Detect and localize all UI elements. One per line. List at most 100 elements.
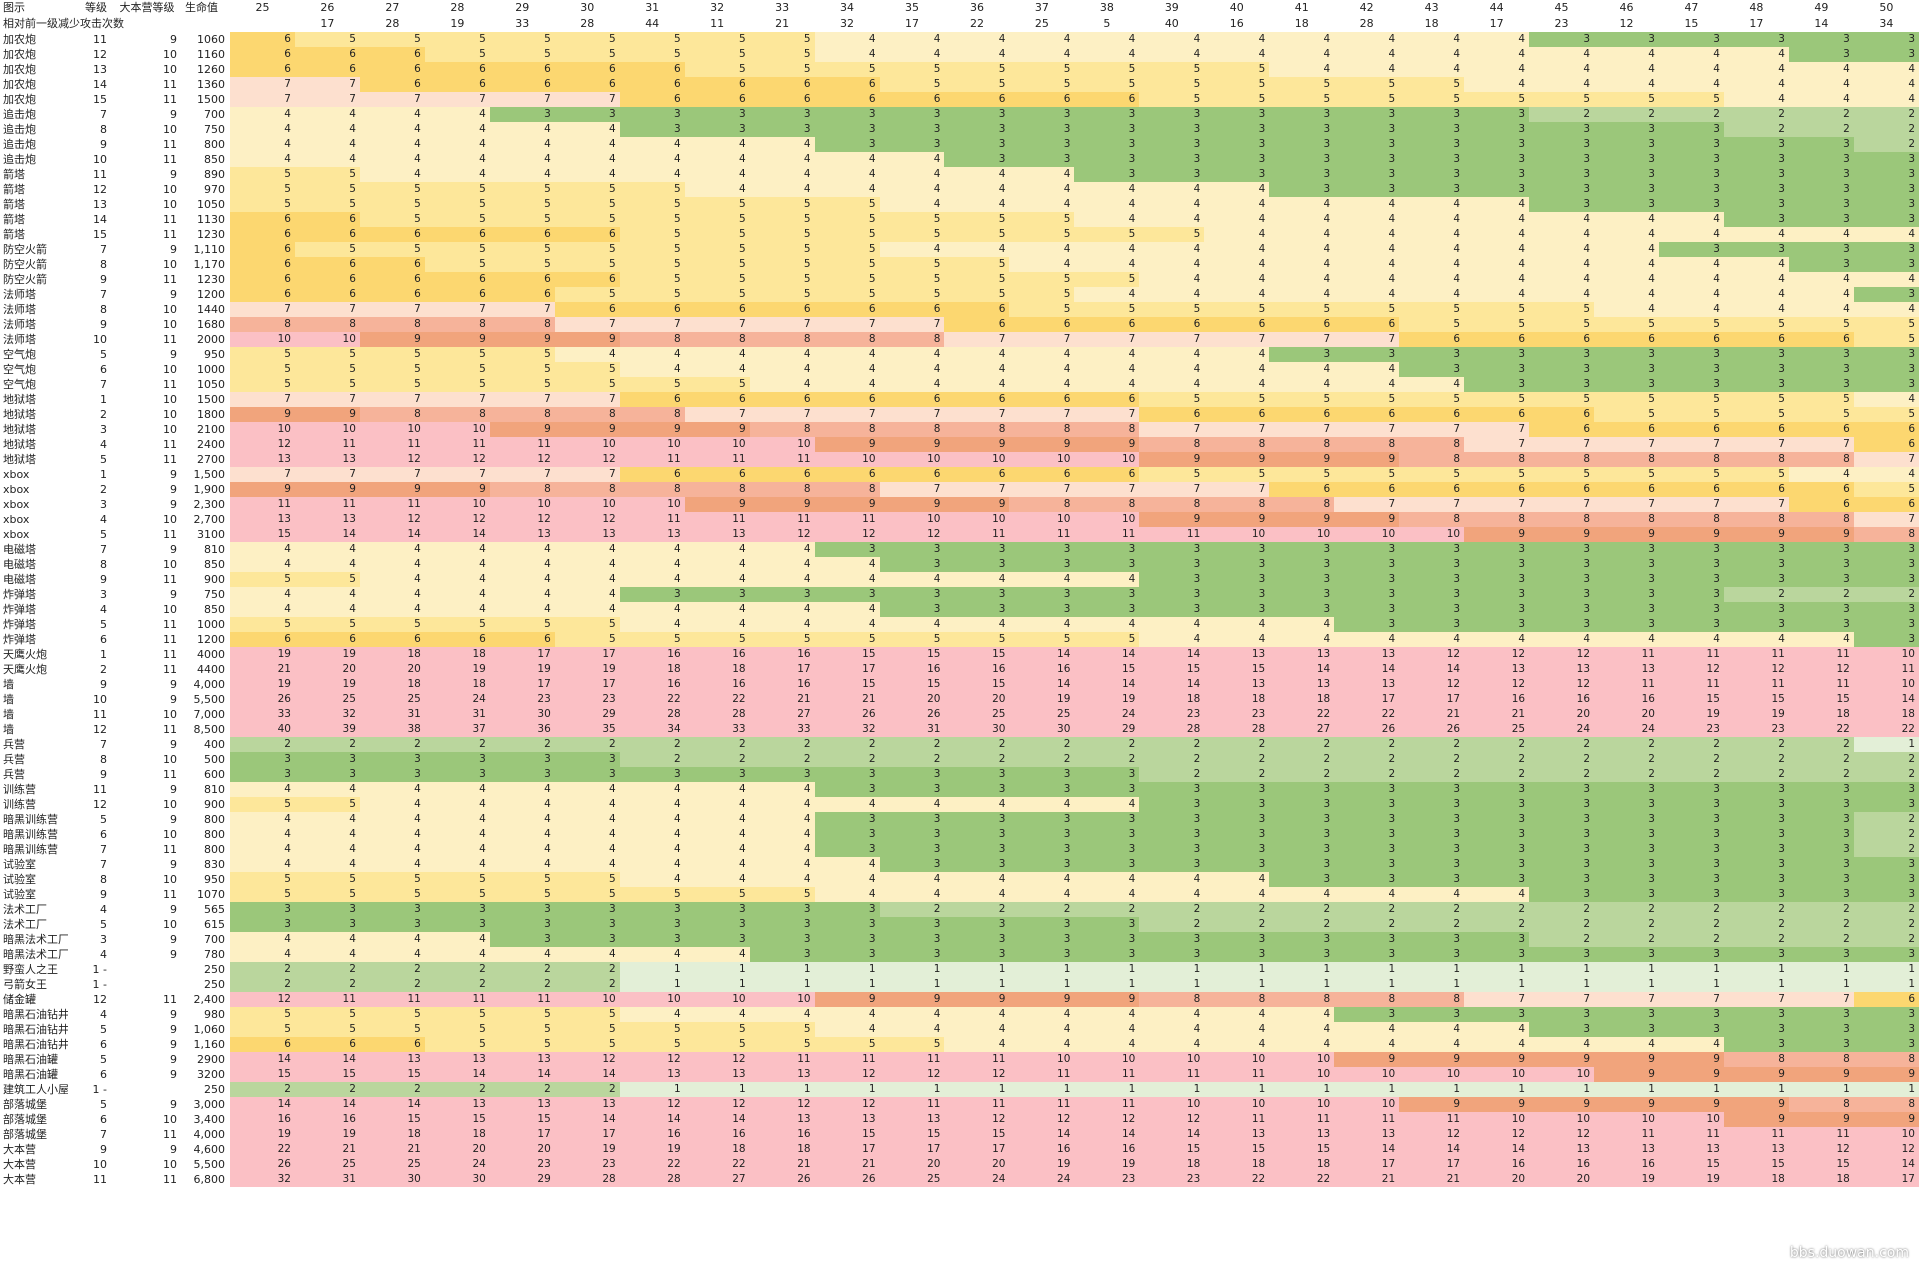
value-cell: 4 (619, 842, 685, 857)
value-cell: 2 (1074, 752, 1140, 767)
value-cell: 9 (230, 482, 295, 497)
value-cell: 4 (1074, 242, 1140, 257)
watermark-text: bbs.duowan.com (1789, 1245, 1909, 1261)
value-cell: 7 (294, 302, 360, 317)
value-cell: 8 (1464, 452, 1530, 467)
value-cell: 6 (1529, 482, 1595, 497)
value-cell: 3 (1334, 797, 1400, 812)
value-cell: 3 (814, 947, 880, 962)
value-cell: 16 (1074, 1142, 1140, 1157)
value-cell: 10 (944, 512, 1010, 527)
value-cell: 12 (1723, 662, 1789, 677)
value-cell: 20 (1529, 707, 1595, 722)
value-cell: 12 (814, 527, 880, 542)
value-cell: 7 (879, 482, 945, 497)
value-cell: 4 (1269, 227, 1335, 242)
column-header: 44 (1489, 1, 1504, 14)
value-cell: 4 (1788, 302, 1854, 317)
value-cell: 14 (1399, 662, 1465, 677)
value-cell: 26 (814, 707, 880, 722)
value-cell: 7 (1334, 332, 1400, 347)
value-cell: 2 (1658, 932, 1724, 947)
value-cell: 4 (879, 47, 945, 62)
value-cell: 12 (749, 1097, 815, 1112)
value-cell: 30 (359, 1172, 425, 1187)
value-cell: 3 (1529, 857, 1595, 872)
value-cell: 23 (554, 1157, 620, 1172)
table-row: 法术工厂 4 9 565 3 3 3 3 3 3 3 3 3 3 2 2 2 2 2 2 2 2 2 2 2 2 2 2 2 2 (0, 902, 1919, 917)
value-cell: 2 (1723, 767, 1789, 782)
value-cell: 7 (1269, 422, 1335, 437)
value-cell: 15 (1074, 662, 1140, 677)
value-cell: 20 (489, 1142, 555, 1157)
value-cell: 3 (359, 902, 425, 917)
value-cell: 5 (489, 197, 555, 212)
value-cell: 6 (424, 272, 490, 287)
value-cell: 2 (814, 752, 880, 767)
value-cell: 3 (1269, 572, 1335, 587)
table-row: 部落城堡 6 10 3,400 16 16 15 15 15 14 14 14 13 13 13 12 12 12… (0, 1112, 1919, 1127)
value-cell: 14 (294, 527, 360, 542)
column-subheader: 22 (969, 17, 984, 30)
value-cell: 6 (554, 77, 620, 92)
building-name: 加农炮 (3, 48, 36, 61)
value-cell: 3 (1464, 182, 1530, 197)
table-row: 炸弹塔 3 9 750 4 4 4 4 4 4 3 3 3 3 3 3 3 3 3 3 3 3 3 3 3 3 3 2 2 2 (0, 587, 1919, 602)
value-cell: 5 (879, 257, 945, 272)
value-cell: 3 (1594, 812, 1659, 827)
value-cell: 4 (554, 812, 620, 827)
value-cell: 3 (1594, 122, 1659, 137)
value-cell: 4 (1074, 617, 1140, 632)
value-cell: 3 (1788, 257, 1854, 272)
value-cell: 15 (1723, 692, 1789, 707)
building-name: 法术工厂 (3, 903, 47, 916)
value-cell: 13 (619, 1067, 685, 1082)
value-cell: 2 (1334, 902, 1400, 917)
value-cell: 6 (944, 302, 1010, 317)
header-th-level: 大本营等级 (119, 1, 175, 14)
value-cell: 4 (1529, 47, 1595, 62)
level-cell: 11 (93, 33, 107, 46)
value-cell: 4 (749, 347, 815, 362)
value-cell: 13 (1334, 1127, 1400, 1142)
value-cell: 9 (1594, 527, 1659, 542)
column-header: 48 (1749, 1, 1764, 14)
value-cell: 4 (489, 602, 555, 617)
value-cell: 2 (359, 962, 425, 977)
value-cell: 5 (1464, 92, 1530, 107)
value-cell: 6 (294, 227, 360, 242)
table-row: 暗黑训练营 7 11 800 4 4 4 4 4 4 4 4 4 3 3 3 3 3 3 3 3 3 3 3 3 3 3 3 3 2 (0, 842, 1919, 857)
value-cell: 15 (230, 527, 295, 542)
value-cell: 15 (879, 677, 945, 692)
value-cell: 2 (1658, 902, 1724, 917)
value-cell: 2 (1658, 767, 1724, 782)
value-cell: 3 (1009, 542, 1075, 557)
value-cell: 19 (1074, 1157, 1140, 1172)
value-cell: 25 (879, 1172, 945, 1187)
value-cell: 11 (1009, 527, 1075, 542)
value-cell: 3 (1853, 347, 1919, 362)
value-cell: 4 (359, 932, 425, 947)
value-cell: 4 (1074, 872, 1140, 887)
value-cell: 4 (359, 797, 425, 812)
value-cell: 4 (1464, 242, 1530, 257)
value-cell: 3 (489, 752, 555, 767)
building-name: 加农炮 (3, 63, 36, 76)
value-cell: 3 (1788, 32, 1854, 47)
value-cell: 4 (749, 377, 815, 392)
column-subheader: 25 (1034, 17, 1049, 30)
value-cell: 5 (1658, 467, 1724, 482)
value-cell: 1 (1529, 962, 1595, 977)
value-cell: 13 (230, 452, 295, 467)
value-cell: 11 (1658, 1127, 1724, 1142)
value-cell: 8 (294, 317, 360, 332)
value-cell: 4 (619, 572, 685, 587)
value-cell: 5 (230, 572, 295, 587)
value-cell: 9 (1853, 1067, 1919, 1082)
building-name: 兵营 (3, 768, 25, 781)
level-cell: 1 - (92, 978, 107, 991)
value-cell: 5 (230, 347, 295, 362)
value-cell: 4 (1139, 377, 1205, 392)
value-cell: 2 (1853, 917, 1919, 932)
level-cell: 9 (100, 573, 107, 586)
